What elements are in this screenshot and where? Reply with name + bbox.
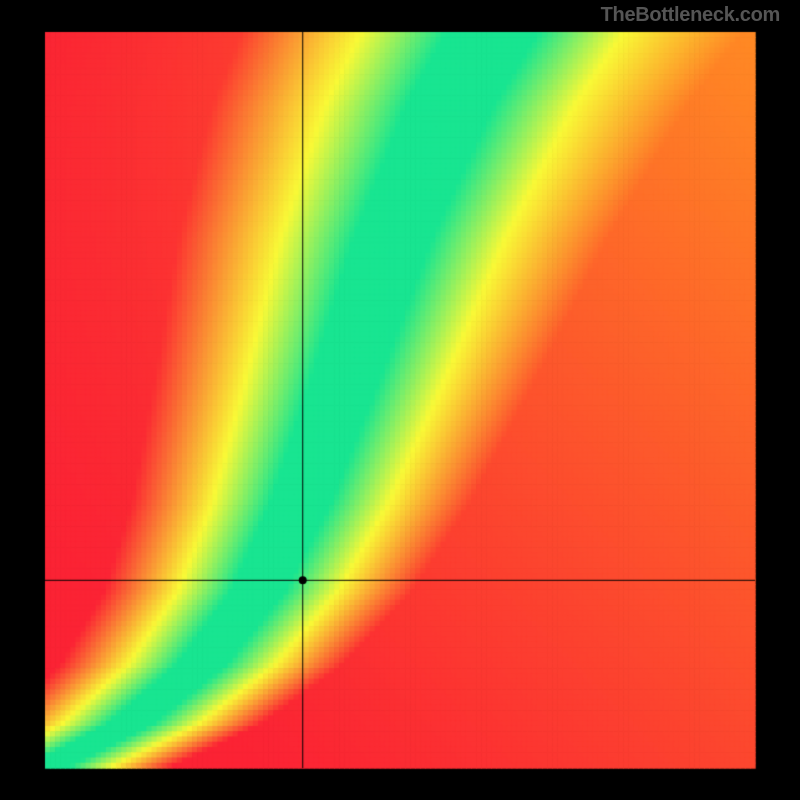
heatmap-canvas [0, 0, 800, 800]
chart-container: TheBottleneck.com [0, 0, 800, 800]
watermark-text: TheBottleneck.com [601, 4, 780, 27]
